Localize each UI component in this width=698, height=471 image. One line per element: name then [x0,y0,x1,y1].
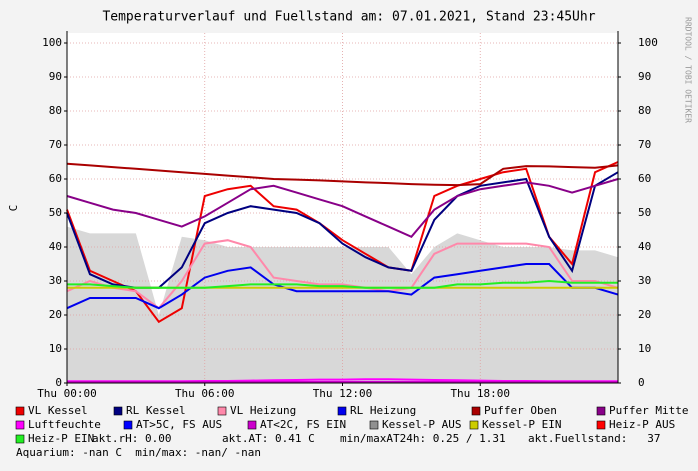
legend-label: RL Kessel [126,404,186,417]
y2-tick-label: 10 [638,342,651,355]
legend-swatch [15,434,25,444]
legend-swatch [113,406,123,416]
y-tick-label: 10 [49,342,62,355]
legend-label: Kessel-P AUS [382,418,461,431]
y2-tick-label: 50 [638,206,651,219]
line [67,279,618,289]
legend-label: Puffer Mitte [609,404,688,417]
y-tick-label: 30 [49,274,62,287]
legend-note: akt.Fuellstand: 37 [528,432,660,445]
legend-label: VL Heizung [230,404,296,417]
legend-swatch [15,420,25,430]
legend-swatch [596,420,606,430]
legend-label: VL Kessel [28,404,88,417]
area [67,226,618,383]
legend-swatch [247,420,257,430]
legend-swatch [596,406,606,416]
line [66,263,619,310]
y-axis-label: C [7,205,20,212]
legend-label: Puffer Oben [484,404,557,417]
x-tick-label: Thu 18:00 [450,387,510,400]
legend-swatch [337,406,347,416]
legend-label: Heiz-P EIN [28,432,94,445]
line [66,161,619,324]
y-tick-label: 60 [49,172,62,185]
legend-label: Luftfeuchte [28,418,101,431]
y-tick-label: 70 [49,138,62,151]
y2-tick-label: 40 [638,240,651,253]
y-tick-label: 100 [42,36,62,49]
x-tick-label: Thu 06:00 [175,387,235,400]
y-tick-label: 20 [49,308,62,321]
line [66,178,619,239]
y2-tick-label: 90 [638,70,651,83]
legend-swatch [471,406,481,416]
legend-note: min/maxAT24h: 0.25 / 1.31 [340,432,506,445]
y-tick-label: 50 [49,206,62,219]
legend-label: Kessel-P EIN [482,418,561,431]
y2-tick-label: 80 [638,104,651,117]
legend-note: Aquarium: -nan C min/max: -nan/ -nan [16,446,261,459]
y-tick-label: 0 [55,376,62,389]
y2-tick-label: 30 [638,274,651,287]
y2-tick-label: 20 [638,308,651,321]
legend-swatch [15,406,25,416]
watermark: RRDTOOL / TOBI OETIKER [684,17,693,123]
y2-tick-label: 60 [638,172,651,185]
legend-swatch [369,420,379,430]
chart-title: Temperaturverlauf und Fuellstand am: 07.… [102,10,595,25]
legend-label: AT<2C, FS EIN [260,418,346,431]
x-tick-label: Thu 12:00 [313,387,373,400]
legend-swatch [217,406,227,416]
y2-tick-label: 0 [638,376,645,389]
y-tick-label: 80 [49,104,62,117]
legend-label: Heiz-P AUS [609,418,675,431]
y2-tick-label: 100 [638,36,658,49]
legend-swatch [123,420,133,430]
legend-note: akt.AT: 0.41 C [222,432,315,445]
legend-swatch [469,420,479,430]
legend-note: akt.rH: 0.00 [92,432,171,445]
legend-label: AT>5C, FS AUS [136,418,222,431]
y-tick-label: 40 [49,240,62,253]
legend-label: RL Heizung [350,404,416,417]
y-tick-label: 90 [49,70,62,83]
line [66,162,619,187]
x-tick-label: Thu 00:00 [37,387,97,400]
y2-tick-label: 70 [638,138,651,151]
